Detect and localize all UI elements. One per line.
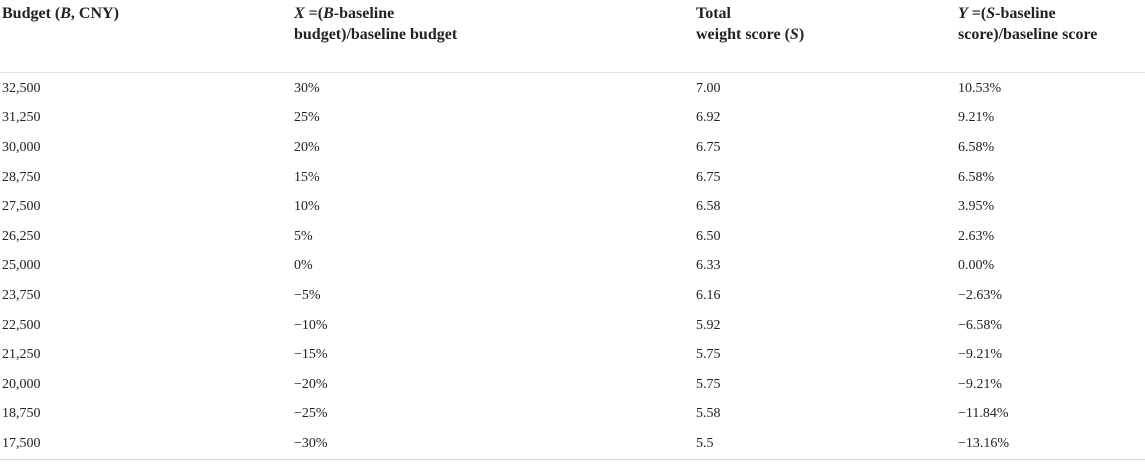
table-cell: 5.5 — [694, 429, 956, 460]
table-cell: −2.63% — [958, 287, 1003, 303]
table-cell: 5.75 — [696, 347, 721, 363]
header-text: -baseline score)/baseline score — [958, 5, 1098, 43]
table-cell: 5.92 — [696, 317, 721, 333]
table-cell: 10% — [294, 199, 320, 215]
table-cell: 31,250 — [2, 110, 41, 126]
table-cell: −6.58% — [958, 317, 1003, 333]
table-cell: −9.21% — [958, 376, 1003, 392]
table-cell: 28,750 — [2, 169, 41, 185]
table-cell: 6.58% — [958, 169, 995, 185]
table-row: 26,250 5% 6.50 2.63% — [0, 222, 1145, 252]
table-cell: 18,750 — [2, 406, 41, 422]
header-text: , CNY) — [70, 5, 119, 22]
table-cell: 9.21% — [958, 110, 995, 126]
table-cell: −20% — [294, 376, 328, 392]
table-cell: −10% — [294, 317, 328, 333]
table-row: 20,000 −20% 5.75 −9.21% — [0, 370, 1145, 400]
header-text: Budget ( — [2, 5, 61, 22]
table-row: 30,000 20% 6.75 6.58% — [0, 133, 1145, 163]
table-row: 28,750 15% 6.75 6.58% — [0, 163, 1145, 193]
table-cell: 6.16 — [696, 287, 721, 303]
table-cell: 23,750 — [2, 287, 41, 303]
table-body: 32,500 30% 7.00 10.53% 31,250 25% 6.92 9.21% 30,… — [0, 73, 1145, 460]
table-cell: 7.00 — [696, 80, 721, 96]
header-text: -baseline budget)/baseline budget — [294, 5, 458, 43]
table-cell: 20,000 — [2, 376, 41, 392]
table-cell: 10.53% — [958, 80, 1002, 96]
table-header: Budget (B, CNY) X =(B-baseline budget)/ba… — [0, 0, 1145, 73]
header-text: X — [294, 5, 305, 22]
table-cell: 20% — [294, 139, 320, 155]
table-cell: −15% — [294, 347, 328, 363]
header-text: Total weight score ( — [696, 5, 790, 43]
table-cell: 15% — [294, 169, 320, 185]
table-row: 25,000 0% 6.33 0.00% — [0, 252, 1145, 282]
table-cell: −5% — [294, 287, 321, 303]
table-cell: 6.58 — [696, 199, 721, 215]
header-text: =( — [304, 5, 324, 22]
header-text: Y — [958, 5, 968, 22]
header-text: S — [986, 5, 996, 22]
table-cell: 6.75 — [696, 169, 721, 185]
table-cell: 30% — [294, 80, 320, 96]
table-row: 18,750 −25% 5.58 −11.84% — [0, 400, 1145, 430]
table-cell: 21,250 — [2, 347, 41, 363]
table-cell: −9.21% — [958, 347, 1003, 363]
table-row: 31,250 25% 6.92 9.21% — [0, 104, 1145, 134]
table-cell: 0% — [294, 258, 313, 274]
header-cell: X =(B-baseline budget)/baseline budget — [292, 0, 694, 73]
header-cell: Total weight score (S) — [694, 0, 956, 73]
table-row: 32,500 30% 7.00 10.53% — [0, 73, 1145, 104]
table-cell: −30% — [292, 429, 694, 460]
header-cell: Budget (B, CNY) — [0, 0, 292, 73]
header-text: B — [60, 5, 71, 22]
header-text: S — [789, 26, 799, 43]
table-cell: 25,000 — [2, 258, 41, 274]
header-text: =( — [967, 5, 987, 22]
header-text: ) — [798, 26, 805, 43]
table-cell: 32,500 — [2, 80, 41, 96]
table-cell: 6.92 — [696, 110, 721, 126]
table-cell: 5% — [294, 228, 313, 244]
table-cell: 3.95% — [958, 199, 995, 215]
table-row: 27,500 10% 6.58 3.95% — [0, 192, 1145, 222]
table-cell: 0.00% — [958, 258, 995, 274]
header-row: Budget (B, CNY) X =(B-baseline budget)/ba… — [0, 0, 1145, 73]
table-cell: −11.84% — [958, 406, 1009, 422]
header-cell: Y =(S-baseline score)/baseline score — [956, 0, 1145, 73]
table-cell: 5.58 — [696, 406, 721, 422]
table-cell: 5.75 — [696, 376, 721, 392]
table-row: 22,500 −10% 5.92 −6.58% — [0, 311, 1145, 341]
table-row: 23,750 −5% 6.16 −2.63% — [0, 281, 1145, 311]
table-cell: 6.50 — [696, 228, 721, 244]
table-cell: 22,500 — [2, 317, 41, 333]
table-cell: 2.63% — [958, 228, 995, 244]
table-cell: 6.75 — [696, 139, 721, 155]
table-cell: 30,000 — [2, 139, 41, 155]
table-cell: 6.58% — [958, 139, 995, 155]
table-cell: 27,500 — [2, 199, 41, 215]
table-cell: 26,250 — [2, 228, 41, 244]
table-cell: −25% — [294, 406, 328, 422]
table-cell: −13.16% — [956, 429, 1145, 460]
table-row: 21,250 −15% 5.75 −9.21% — [0, 340, 1145, 370]
table-cell: 17,500 — [0, 429, 292, 460]
table-cell: 6.33 — [696, 258, 721, 274]
header-text: B — [323, 5, 334, 22]
table-cell: 25% — [294, 110, 320, 126]
table-row: 17,500 −30% 5.5 −13.16% — [0, 429, 1145, 460]
